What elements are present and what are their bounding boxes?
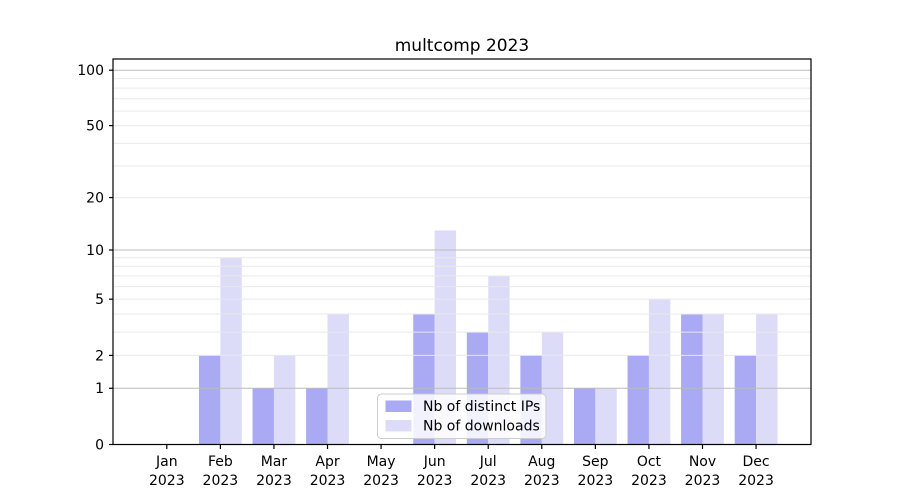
legend-label-downloads: Nb of downloads xyxy=(423,419,540,435)
plot-border xyxy=(112,58,812,446)
bar-distinct-ips-mar xyxy=(252,388,274,445)
x-tick-label-month-aug: Aug xyxy=(528,454,555,470)
bar-distinct-ips-dec xyxy=(734,355,757,445)
x-tick-label-month-feb: Feb xyxy=(208,454,233,470)
bar-downloads-nov xyxy=(702,313,724,445)
x-tick-label-year-dec: 2023 xyxy=(738,473,774,489)
y-tick-label-1: 1 xyxy=(95,381,104,397)
bar-distinct-ips-oct xyxy=(627,355,649,445)
bar-downloads-apr xyxy=(327,313,349,445)
bar-downloads-mar xyxy=(273,355,296,445)
x-tick-label-month-may: May xyxy=(367,454,396,470)
bar-distinct-ips-nov xyxy=(681,313,703,445)
chart-title: multcomp 2023 xyxy=(395,36,530,56)
bar-downloads-oct xyxy=(648,299,671,445)
x-tick-label-month-oct: Oct xyxy=(637,454,662,470)
x-tick-label-year-jun: 2023 xyxy=(417,473,453,489)
x-tick-label-year-jul: 2023 xyxy=(470,473,506,489)
x-tick-label-month-jun: Jun xyxy=(423,454,446,470)
x-tick-label-year-apr: 2023 xyxy=(310,473,346,489)
x-tick-label-year-feb: 2023 xyxy=(203,473,239,489)
legend-swatch-downloads xyxy=(385,420,412,432)
bar-distinct-ips-apr xyxy=(306,388,328,445)
y-tick-label-50: 50 xyxy=(86,119,104,135)
bar-downloads-feb xyxy=(220,257,242,445)
legend-swatch-distinct-ips xyxy=(385,400,412,412)
x-tick-label-year-jan: 2023 xyxy=(149,473,185,489)
bar-distinct-ips-sep xyxy=(573,388,596,445)
y-tick-label-10: 10 xyxy=(86,243,104,259)
y-tick-label-5: 5 xyxy=(95,292,104,308)
legend: Nb of distinct IPs Nb of downloads xyxy=(377,393,547,439)
chart-root: 0 1 2 5 10 20 50 100 Jan 2023 Feb 2023 Mar 2023 Apr 202… xyxy=(77,58,812,489)
x-tick-label-month-sep: Sep xyxy=(582,454,609,470)
x-tick-label-year-mar: 2023 xyxy=(256,473,292,489)
x-tick-label-month-mar: Mar xyxy=(261,454,288,470)
bar-downloads-jun xyxy=(434,230,457,445)
y-tick-label-100: 100 xyxy=(77,63,104,79)
x-tick-label-year-oct: 2023 xyxy=(631,473,667,489)
legend-box xyxy=(377,393,547,439)
x-tick-label-month-jul: Jul xyxy=(479,454,497,470)
x-tick-label-month-dec: Dec xyxy=(743,454,770,470)
bar-downloads-sep xyxy=(595,388,617,445)
bar-downloads-dec xyxy=(756,313,778,445)
bar-distinct-ips-feb xyxy=(198,355,221,445)
y-tick-label-0: 0 xyxy=(95,437,104,453)
x-tick-label-year-sep: 2023 xyxy=(578,473,614,489)
x-tick-label-year-aug: 2023 xyxy=(524,473,560,489)
x-tick-label-year-may: 2023 xyxy=(363,473,399,489)
x-tick-label-year-nov: 2023 xyxy=(685,473,721,489)
y-tick-label-2: 2 xyxy=(95,348,104,364)
x-tick-label-month-nov: Nov xyxy=(689,454,716,470)
x-tick-label-month-apr: Apr xyxy=(315,454,339,470)
y-tick-label-20: 20 xyxy=(86,190,104,206)
legend-label-distinct-ips: Nb of distinct IPs xyxy=(423,399,540,415)
x-tick-label-month-jan: Jan xyxy=(155,454,178,470)
